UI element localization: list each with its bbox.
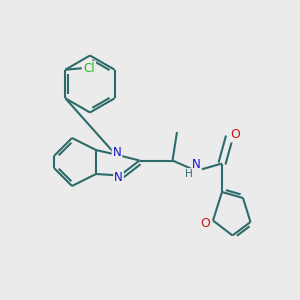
Text: N: N: [112, 146, 122, 159]
Text: Cl: Cl: [83, 62, 95, 75]
Text: N: N: [192, 158, 201, 171]
Text: N: N: [114, 171, 123, 184]
Text: H: H: [185, 169, 193, 179]
Text: O: O: [230, 128, 240, 142]
Text: O: O: [201, 217, 210, 230]
